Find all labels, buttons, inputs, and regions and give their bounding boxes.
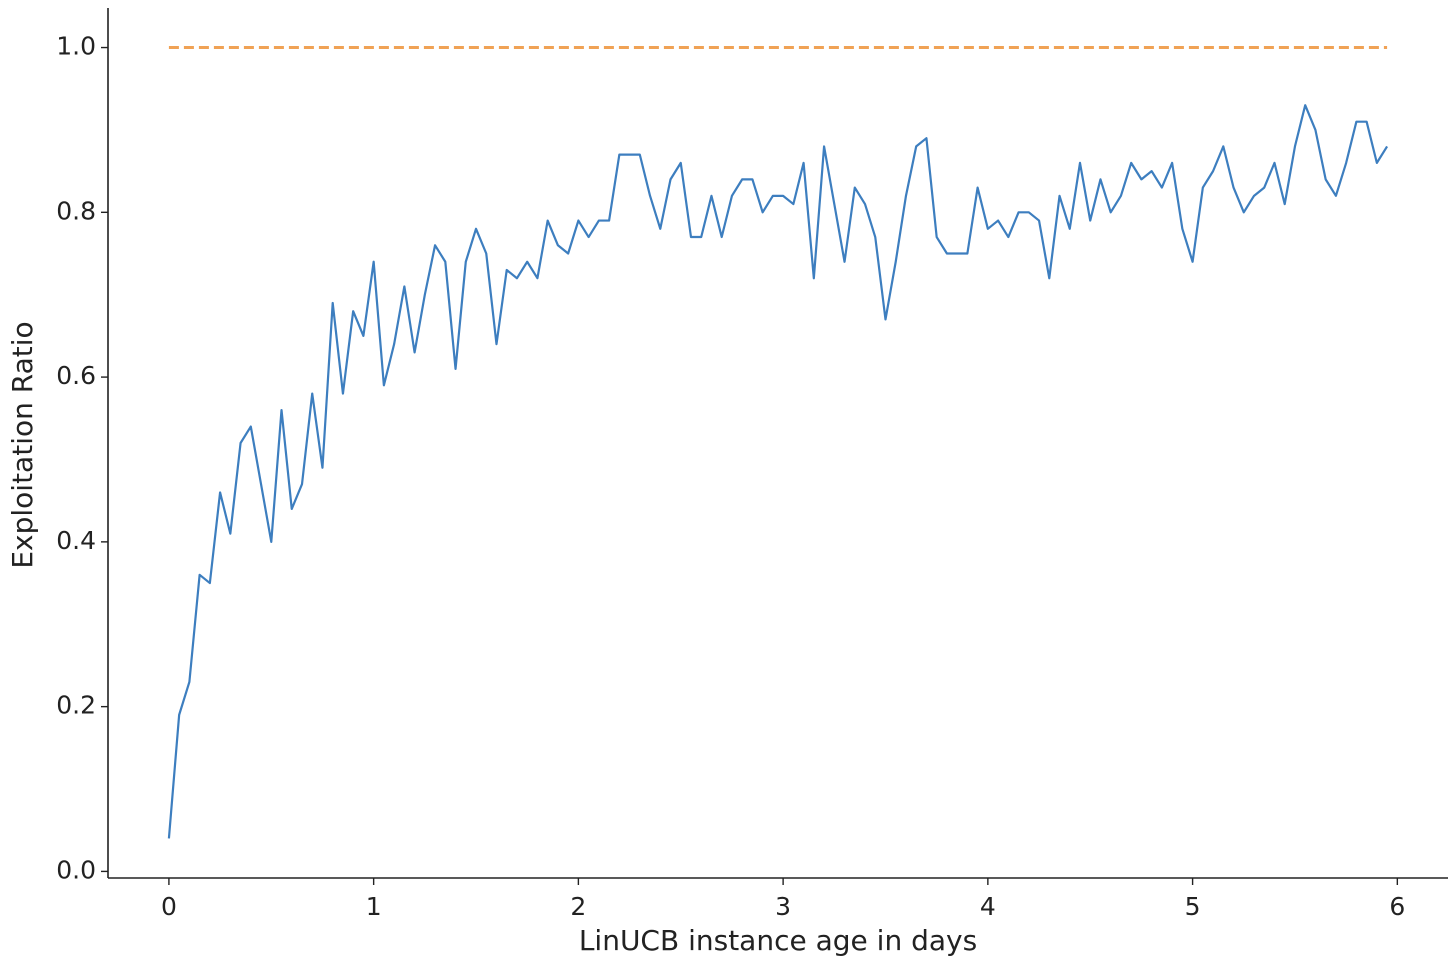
x-tick-label: 4 [980, 892, 996, 921]
x-tick-label: 6 [1389, 892, 1405, 921]
x-tick-label: 2 [570, 892, 586, 921]
y-tick-label: 0.6 [56, 361, 96, 390]
x-tick-label: 0 [161, 892, 177, 921]
x-tick-label: 1 [366, 892, 382, 921]
y-tick-label: 1.0 [56, 32, 96, 61]
y-tick-label: 0.4 [56, 526, 96, 555]
x-tick-label: 5 [1185, 892, 1201, 921]
data-line [167, 104, 1389, 839]
y-axis-title: Exploitation Ratio [6, 321, 39, 568]
y-tick-label: 0.8 [56, 196, 96, 225]
y-tick-label: 0.0 [56, 855, 96, 884]
x-tick-label: 3 [775, 892, 791, 921]
x-axis-title: LinUCB instance age in days [579, 924, 977, 957]
y-tick-label: 0.2 [56, 691, 96, 720]
